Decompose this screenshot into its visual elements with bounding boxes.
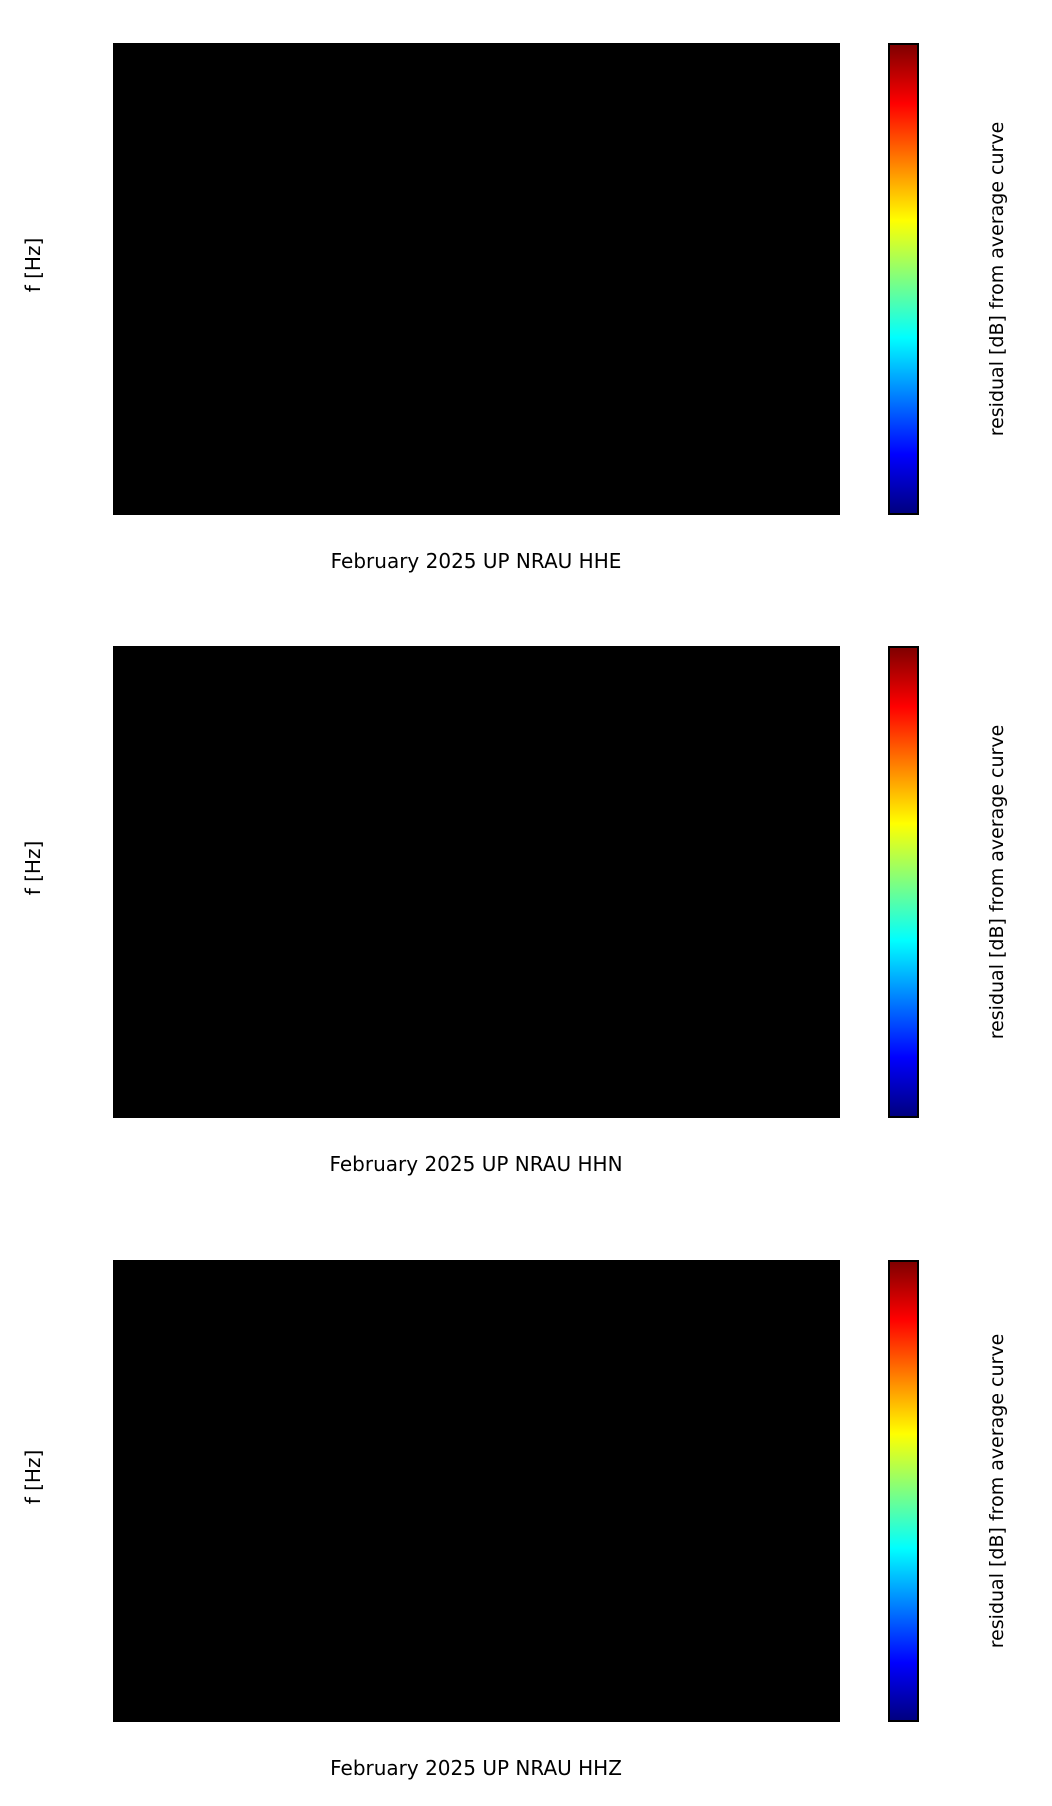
colorbar-label: residual [dB] from average curve xyxy=(986,121,1008,437)
plot-area xyxy=(113,646,840,1118)
spectrogram-panel-hhn: f [Hz] February 2025 UP NRAU HHN residua… xyxy=(0,646,1052,1176)
spectrogram-canvas xyxy=(115,45,838,513)
y-axis-label: f [Hz] xyxy=(21,840,45,896)
spectrogram-canvas xyxy=(115,648,838,1116)
y-axis-label: f [Hz] xyxy=(21,237,45,293)
plot-area xyxy=(113,43,840,515)
top-db-axis xyxy=(0,1232,1052,1256)
colorbar-gradient xyxy=(890,648,917,1116)
x-axis-label: February 2025 UP NRAU HHN xyxy=(329,1152,623,1176)
plot-area xyxy=(113,1260,840,1722)
colorbar-gradient xyxy=(890,45,917,513)
top-db-axis xyxy=(0,15,1052,39)
x-axis-label: February 2025 UP NRAU HHE xyxy=(330,549,622,573)
spectrogram-panel-hhe: f [Hz] February 2025 UP NRAU HHE residua… xyxy=(0,43,1052,573)
colorbar xyxy=(888,43,919,515)
y-axis-label: f [Hz] xyxy=(21,1449,45,1505)
colorbar xyxy=(888,646,919,1118)
colorbar xyxy=(888,1260,919,1722)
colorbar-gradient xyxy=(890,1262,917,1720)
spectrogram-panel-hhz: f [Hz] February 2025 UP NRAU HHZ residua… xyxy=(0,1260,1052,1780)
colorbar-label: residual [dB] from average curve xyxy=(986,1333,1008,1649)
colorbar-label: residual [dB] from average curve xyxy=(986,724,1008,1040)
x-axis-label: February 2025 UP NRAU HHZ xyxy=(330,1756,622,1780)
top-db-axis xyxy=(0,618,1052,642)
spectrogram-canvas xyxy=(115,1262,838,1720)
